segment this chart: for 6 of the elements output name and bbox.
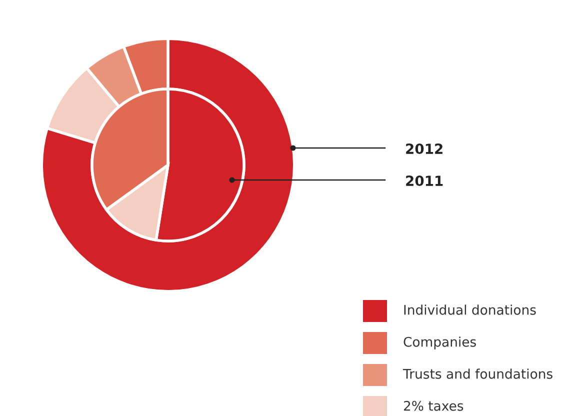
legend-label: Trusts and foundations bbox=[402, 368, 552, 379]
legend-label: 2% taxes bbox=[404, 400, 464, 411]
legend-label: Companies bbox=[404, 336, 476, 350]
slice-label: 2012 bbox=[406, 144, 442, 154]
slice-label: 2011 bbox=[406, 176, 443, 186]
legend-label: Individual donations bbox=[404, 304, 536, 315]
